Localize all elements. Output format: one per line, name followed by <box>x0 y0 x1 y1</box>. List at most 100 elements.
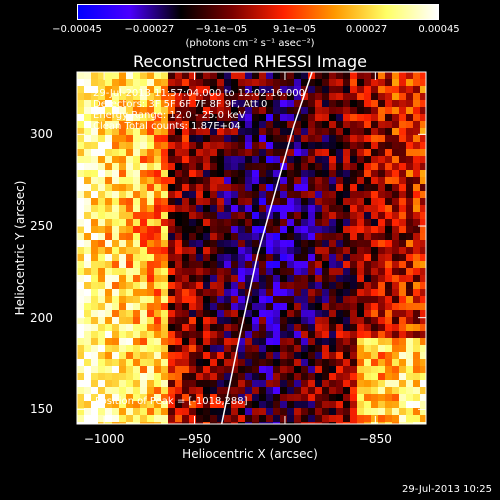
heatmap-cell <box>238 163 245 170</box>
heatmap-cell <box>196 338 203 345</box>
heatmap-cell <box>287 86 294 93</box>
heatmap-cell <box>119 331 126 338</box>
heatmap-cell <box>259 408 266 415</box>
heatmap-cell <box>287 387 294 394</box>
heatmap-cell <box>182 205 189 212</box>
heatmap-cell <box>91 352 98 359</box>
heatmap-cell <box>392 72 399 79</box>
heatmap-cell <box>133 240 140 247</box>
heatmap-cell <box>161 401 168 408</box>
heatmap-cell <box>182 79 189 86</box>
heatmap-cell <box>406 156 413 163</box>
heatmap-cell <box>329 289 336 296</box>
heatmap-cell <box>203 254 210 261</box>
heatmap-cell <box>287 121 294 128</box>
heatmap-cell <box>91 408 98 415</box>
heatmap-cell <box>399 128 406 135</box>
heatmap-cell <box>224 352 231 359</box>
heatmap-cell <box>154 338 161 345</box>
heatmap-cell <box>329 205 336 212</box>
heatmap-cell <box>266 100 273 107</box>
heatmap-cell <box>392 121 399 128</box>
heatmap-cell <box>147 135 154 142</box>
heatmap-cell <box>252 191 259 198</box>
heatmap-cell <box>210 247 217 254</box>
heatmap-cell <box>84 352 91 359</box>
heatmap-cell <box>336 345 343 352</box>
heatmap-cell <box>378 324 385 331</box>
heatmap-cell <box>91 275 98 282</box>
heatmap-cell <box>189 422 196 424</box>
heatmap-cell <box>245 198 252 205</box>
heatmap-cell <box>371 240 378 247</box>
heatmap-cell <box>357 352 364 359</box>
heatmap-cell <box>91 170 98 177</box>
heatmap-cell <box>154 401 161 408</box>
heatmap-cell <box>231 345 238 352</box>
heatmap-cell <box>273 394 280 401</box>
heatmap-cell <box>182 170 189 177</box>
colorbar-tick-label: 9.1e−05 <box>273 24 317 35</box>
heatmap-cell <box>168 289 175 296</box>
heatmap-cell <box>245 268 252 275</box>
heatmap-cell <box>322 93 329 100</box>
heatmap-cell <box>182 331 189 338</box>
heatmap-cell <box>287 408 294 415</box>
heatmap-cell <box>413 233 420 240</box>
heatmap-cell <box>224 310 231 317</box>
heatmap-cell <box>231 170 238 177</box>
heatmap-cell <box>287 156 294 163</box>
heatmap-cell <box>84 387 91 394</box>
heatmap-cell <box>77 401 84 408</box>
heatmap-cell <box>112 212 119 219</box>
heatmap-cell <box>371 149 378 156</box>
heatmap-cell <box>322 170 329 177</box>
heatmap-cell <box>77 324 84 331</box>
heatmap-cell <box>266 331 273 338</box>
heatmap-cell <box>315 100 322 107</box>
heatmap-cell <box>266 219 273 226</box>
heatmap-cell <box>105 380 112 387</box>
heatmap-cell <box>329 268 336 275</box>
heatmap-cell <box>371 156 378 163</box>
heatmap-cell <box>322 149 329 156</box>
heatmap-cell <box>217 282 224 289</box>
heatmap-cell <box>210 387 217 394</box>
colorbar-tick-label: 0.00045 <box>418 24 460 35</box>
heatmap-cell <box>294 121 301 128</box>
heatmap-cell <box>91 387 98 394</box>
heatmap-cell <box>357 233 364 240</box>
heatmap-cell <box>231 212 238 219</box>
heatmap-cell <box>126 324 133 331</box>
heatmap-cell <box>133 289 140 296</box>
heatmap-cell <box>392 324 399 331</box>
heatmap-cell <box>196 394 203 401</box>
heatmap-cell <box>91 233 98 240</box>
heatmap-cell <box>378 233 385 240</box>
heatmap-cell <box>266 121 273 128</box>
heatmap-cell <box>364 345 371 352</box>
heatmap-cell <box>315 156 322 163</box>
heatmap-cell <box>189 226 196 233</box>
heatmap-cell <box>168 247 175 254</box>
heatmap-cell <box>245 86 252 93</box>
heatmap-cell <box>336 107 343 114</box>
heatmap-cell <box>322 107 329 114</box>
heatmap-cell <box>140 135 147 142</box>
heatmap-cell <box>217 345 224 352</box>
heatmap-cell <box>392 352 399 359</box>
heatmap-cell <box>350 86 357 93</box>
heatmap-cell <box>182 387 189 394</box>
heatmap-cell <box>385 268 392 275</box>
heatmap-cell <box>399 142 406 149</box>
heatmap-cell <box>420 261 426 268</box>
heatmap-cell <box>336 240 343 247</box>
heatmap-cell <box>112 86 119 93</box>
heatmap-cell <box>252 408 259 415</box>
heatmap-cell <box>84 401 91 408</box>
heatmap-cell <box>154 380 161 387</box>
heatmap-cell <box>399 205 406 212</box>
heatmap-cell <box>196 219 203 226</box>
heatmap-cell <box>364 268 371 275</box>
heatmap-cell <box>231 310 238 317</box>
